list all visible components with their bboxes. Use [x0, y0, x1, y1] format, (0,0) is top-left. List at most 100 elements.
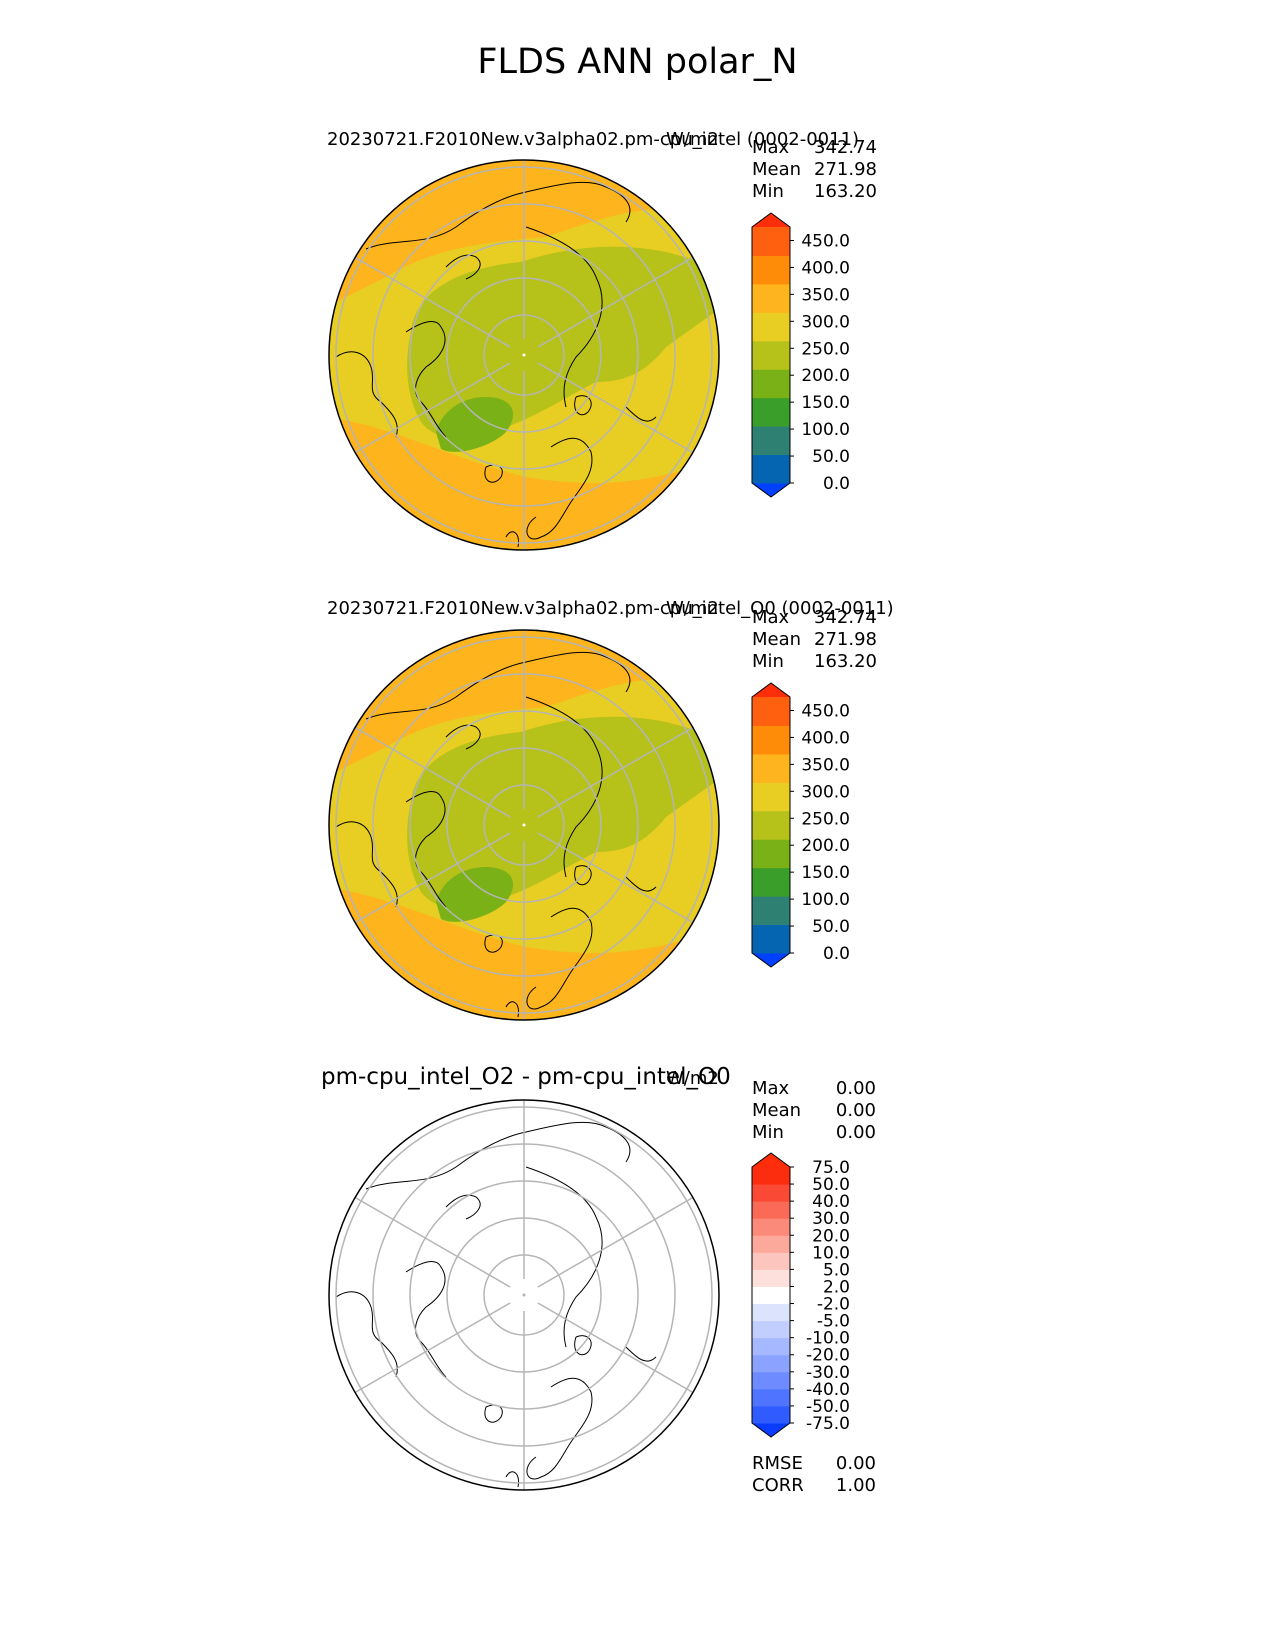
colorbar-band	[752, 753, 790, 783]
colorbar-band	[752, 697, 790, 726]
colorbar-tick-label: 2.0	[823, 1277, 850, 1297]
field-region-cold	[407, 716, 719, 908]
colorbar-band	[752, 1167, 790, 1185]
stat-value: 0.00	[835, 1122, 876, 1143]
stat-label: Max	[752, 1078, 790, 1099]
coastline	[445, 724, 481, 750]
coastline	[484, 464, 503, 483]
colorbar-tick-label: 10.0	[812, 1243, 850, 1263]
colorbar-extend-min	[752, 483, 790, 497]
colorbar-extend-min	[752, 1423, 790, 1437]
coastline	[525, 226, 603, 408]
coastline	[526, 1377, 593, 1480]
colorbar-band	[752, 312, 790, 342]
stat-value: 342.74	[814, 137, 877, 158]
map-field	[329, 1100, 719, 1490]
coastline	[625, 876, 657, 892]
metric-value: 1.00	[835, 1475, 876, 1496]
meridian-line	[354, 256, 511, 348]
colorbar-band	[752, 255, 790, 285]
colorbar-outline	[751, 682, 791, 968]
stat-label: Min	[752, 1122, 784, 1143]
coastline	[365, 1121, 631, 1190]
stats-box: Max 0.00 Mean 0.00 Min 0.00	[752, 1078, 876, 1144]
metric-value: 0.00	[835, 1453, 876, 1474]
colorbar-band	[752, 397, 790, 427]
colorbar-band	[752, 1303, 790, 1322]
map-field	[329, 160, 719, 550]
colorbar-tick-label: 0.0	[823, 474, 850, 494]
colorbar-band	[752, 839, 790, 869]
stat-label: Mean	[752, 1100, 802, 1121]
colorbar-band	[752, 1184, 790, 1202]
colorbar-outline	[751, 1152, 791, 1438]
units-label: W/m2	[666, 1068, 719, 1089]
meridian-line	[354, 1196, 511, 1288]
latitude-line	[483, 784, 565, 866]
coastline	[505, 1001, 520, 1018]
stat-label: Max	[752, 607, 790, 628]
colorbar-tick-label: -50.0	[806, 1397, 850, 1417]
field-region-coldest	[436, 867, 514, 922]
colorbar-tick-label: -75.0	[806, 1414, 850, 1434]
latitude-line	[409, 1180, 639, 1410]
colorbar-band	[752, 454, 790, 484]
coastline	[405, 1261, 447, 1378]
pole-marker	[522, 823, 526, 827]
colorbar-tick-label: 50.0	[812, 917, 850, 937]
stat-value: 0.00	[835, 1100, 876, 1121]
stat-value: 271.98	[814, 629, 877, 650]
latitude-line	[409, 710, 639, 940]
colorbar-tick-label: -2.0	[817, 1295, 850, 1315]
latitude-line	[483, 1254, 565, 1336]
field-band-warm	[329, 417, 719, 550]
field-band-warm	[329, 630, 719, 777]
metric-label: CORR	[752, 1475, 804, 1496]
panel-title: 20230721.F2010New.v3alpha02.pm-cpu_intel…	[327, 129, 860, 150]
latitude-line	[446, 747, 602, 903]
units-label: W/m2	[666, 598, 719, 619]
coastline	[405, 791, 447, 908]
colorbar-outline	[751, 212, 791, 498]
stat-value: 271.98	[814, 159, 877, 180]
colorbar-tick-label: -5.0	[817, 1312, 850, 1332]
coastline	[405, 321, 447, 438]
latitude-line	[372, 1143, 676, 1447]
units-label: W/m2	[666, 129, 719, 150]
meridian-line	[537, 832, 694, 924]
coastline	[335, 351, 398, 438]
field-fill	[329, 1100, 719, 1490]
coastline	[505, 531, 520, 548]
metrics-box: RMSE 0.00 CORR 1.00	[752, 1453, 876, 1497]
colorbar-tick-label: 250.0	[801, 339, 850, 359]
stat-label: Max	[752, 137, 790, 158]
colorbar-tick-label: 200.0	[801, 836, 850, 856]
colorbar-tick-label: -40.0	[806, 1380, 850, 1400]
latitude-line	[372, 203, 676, 507]
latitude-line	[372, 673, 676, 977]
colorbar-band	[752, 810, 790, 840]
coastline	[365, 651, 631, 720]
meridian-line	[354, 1302, 511, 1394]
colorbar-band	[752, 1286, 790, 1305]
stats-box: Max 342.74 Mean 271.98 Min 163.20	[752, 137, 877, 203]
colorbar: 0.0 50.0 100.0 150.0 200.0 250.0 300.0 350.0 400…	[751, 212, 850, 498]
colorbar-band	[752, 1320, 790, 1339]
latitude-line	[446, 1217, 602, 1373]
colorbar-band	[752, 1218, 790, 1236]
colorbar-band	[752, 725, 790, 755]
colorbar-tick-label: 75.0	[812, 1158, 850, 1178]
colorbar-extend-max	[752, 213, 790, 227]
stat-value: 163.20	[814, 181, 877, 202]
colorbar-band	[752, 283, 790, 313]
colorbar-tick-label: 300.0	[801, 782, 850, 802]
colorbar-tick-label: 450.0	[801, 231, 850, 251]
colorbar-band	[752, 1201, 790, 1219]
colorbar-band	[752, 1252, 790, 1270]
colorbar-band	[752, 1337, 790, 1356]
colorbar-tick-label: 150.0	[801, 393, 850, 413]
map-boundary	[328, 159, 720, 551]
latitude-line	[335, 636, 713, 1014]
stat-value: 163.20	[814, 651, 877, 672]
latitude-line	[335, 166, 713, 544]
